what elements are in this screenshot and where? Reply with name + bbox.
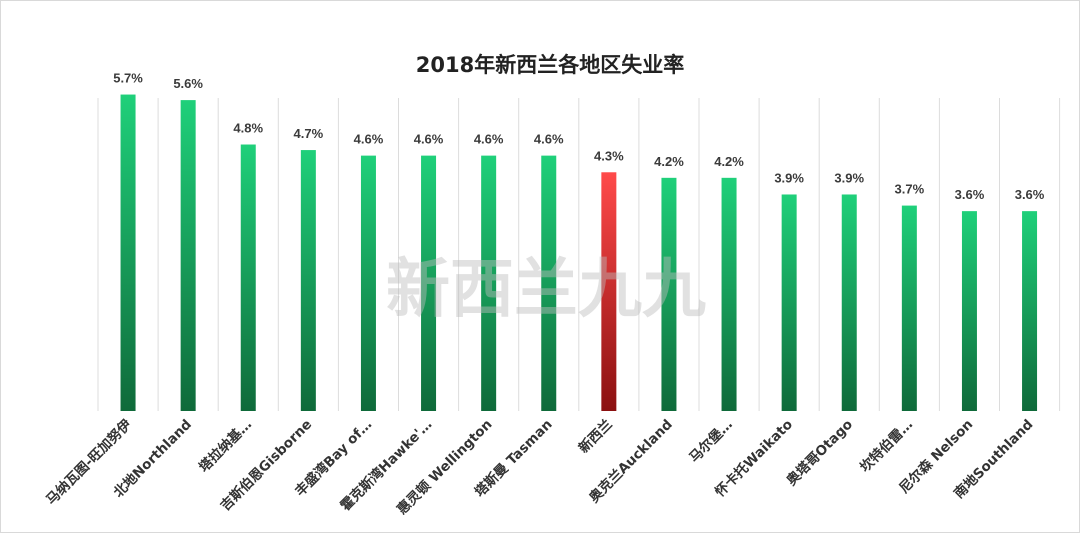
- value-label: 3.9%: [834, 170, 864, 185]
- value-label: 4.2%: [654, 154, 684, 169]
- value-label: 4.7%: [294, 126, 324, 141]
- watermark: 新西兰九九: [386, 252, 706, 327]
- bar: [841, 194, 857, 411]
- value-label: 4.6%: [414, 132, 444, 147]
- bar: [961, 211, 977, 411]
- value-label: 4.8%: [233, 121, 263, 136]
- value-label: 4.3%: [594, 148, 624, 163]
- bar: [901, 205, 917, 411]
- category-label: 塔拉纳基…: [195, 416, 255, 476]
- bar: [481, 155, 497, 411]
- value-label: 3.6%: [955, 187, 985, 202]
- bar: [180, 100, 196, 411]
- bar: [421, 155, 437, 411]
- bar: [541, 155, 557, 411]
- category-label: 马尔堡…: [686, 416, 736, 466]
- bar: [661, 177, 677, 411]
- category-label: 新西兰: [575, 416, 616, 457]
- grid-lines: [97, 98, 1061, 411]
- bar: [721, 177, 737, 411]
- bar: [240, 144, 256, 411]
- chart-title: 2018年新西兰各地区失业率: [416, 53, 684, 77]
- value-label: 5.7%: [113, 71, 143, 86]
- value-label: 4.6%: [474, 132, 504, 147]
- bar: [300, 150, 316, 411]
- value-label: 3.6%: [1015, 187, 1045, 202]
- value-label: 4.6%: [354, 132, 384, 147]
- value-label: 5.6%: [173, 76, 203, 91]
- category-label: 坎特伯雷…: [856, 416, 916, 476]
- value-label: 3.9%: [774, 170, 804, 185]
- bar: [1022, 211, 1038, 411]
- value-label: 3.7%: [895, 182, 925, 197]
- bar: [360, 155, 376, 411]
- value-label: 4.2%: [714, 154, 744, 169]
- bars-group: [120, 94, 1038, 411]
- bar-highlight: [601, 172, 617, 411]
- bar: [120, 94, 136, 411]
- value-labels-group: 5.7% 5.6% 4.8% 4.7% 4.6% 4.6% 4.6% 4.6% 4.3% 4.2%…: [113, 71, 1045, 203]
- value-label: 4.6%: [534, 132, 564, 147]
- bar: [781, 194, 797, 411]
